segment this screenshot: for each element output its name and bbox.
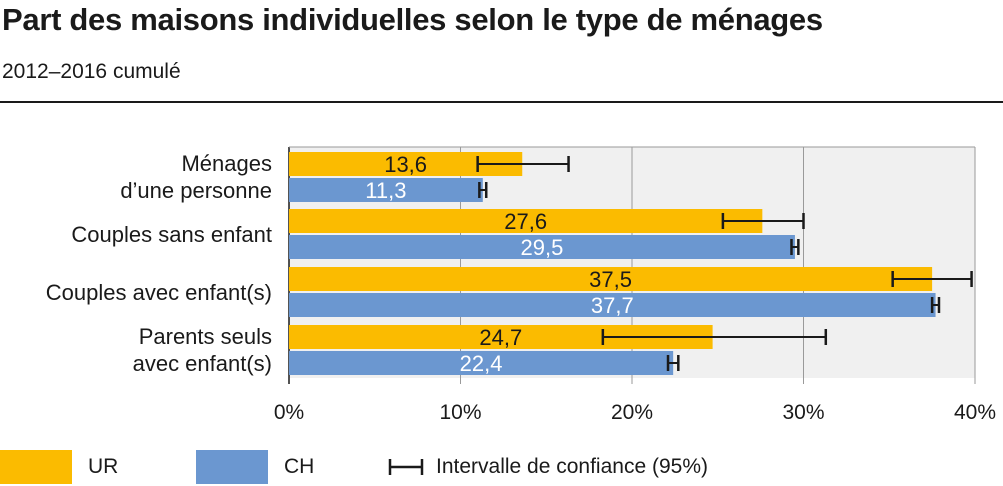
category-label: Parents seuls [139, 324, 272, 349]
title-divider [0, 101, 1003, 103]
confidence-intervals [476, 156, 973, 371]
value-label: 37,5 [589, 267, 632, 292]
x-tick-label: 10% [439, 401, 481, 424]
legend-ch-swatch [196, 450, 268, 484]
value-label: 11,3 [365, 178, 406, 203]
legend-ch-label: CH [284, 455, 315, 478]
bar-ch [289, 235, 795, 259]
chart-title: Part des maisons individuelles selon le … [2, 2, 823, 37]
legend-ci: Intervalle de confiance (95%) [388, 450, 708, 484]
bar-ur [289, 209, 763, 233]
bar-ur [289, 267, 933, 291]
value-label: 29,5 [521, 235, 564, 260]
value-labels: 13,6 27,6 37,5 24,7 11,3 29,5 37,7 22,4 [365, 152, 633, 376]
category-label: d’une personne [120, 178, 272, 203]
legend-ci-icon [388, 459, 424, 475]
category-label: Ménages [181, 151, 272, 176]
bar-chart: 13,6 27,6 37,5 24,7 11,3 29,5 37,7 22,4 Ménages… [46, 146, 996, 424]
value-label: 27,6 [504, 209, 547, 234]
value-label: 24,7 [479, 325, 522, 350]
x-tick-label: 40% [954, 401, 996, 424]
category-label: Couples avec enfant(s) [46, 280, 272, 305]
x-tick-label: 20% [611, 401, 653, 424]
legend-ci-label: Intervalle de confiance (95%) [436, 455, 708, 478]
legend-ch: CH [196, 450, 314, 484]
bar-ch [289, 293, 936, 317]
bar-ch [289, 178, 483, 202]
bar-ch [289, 351, 674, 375]
value-label: 22,4 [460, 351, 503, 376]
value-label: 37,7 [591, 293, 634, 318]
chart-subtitle: 2012–2016 cumulé [2, 60, 181, 83]
x-axis-ticks: 0% 10% 20% 30% 40% [274, 401, 996, 424]
x-tick-label: 30% [782, 401, 824, 424]
legend-ur-swatch [0, 450, 72, 484]
category-label: avec enfant(s) [133, 351, 272, 376]
legend-ur-label: UR [88, 455, 119, 478]
category-label: Couples sans enfant [71, 222, 272, 247]
value-label: 13,6 [384, 152, 427, 177]
x-tick-label: 0% [274, 401, 304, 424]
legend-ur: UR [0, 450, 118, 484]
